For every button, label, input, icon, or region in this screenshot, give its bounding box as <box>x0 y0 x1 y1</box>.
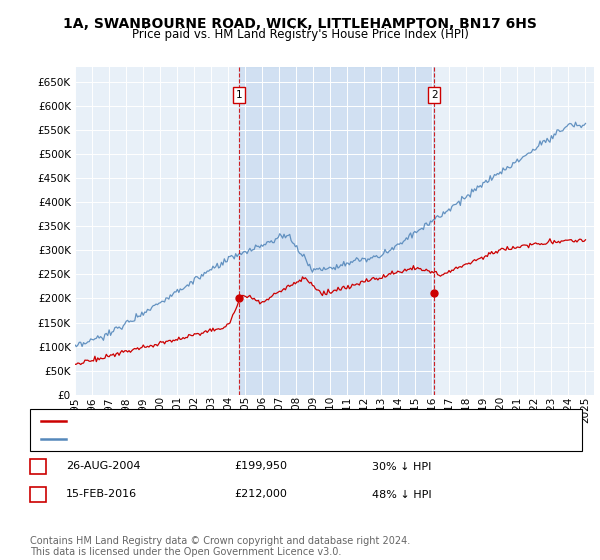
Text: 2: 2 <box>34 489 41 500</box>
Text: 30% ↓ HPI: 30% ↓ HPI <box>372 461 431 472</box>
Text: 48% ↓ HPI: 48% ↓ HPI <box>372 489 431 500</box>
Text: 15-FEB-2016: 15-FEB-2016 <box>66 489 137 500</box>
Text: 1A, SWANBOURNE ROAD, WICK, LITTLEHAMPTON, BN17 6HS (detached house): 1A, SWANBOURNE ROAD, WICK, LITTLEHAMPTON… <box>73 416 512 426</box>
Text: HPI: Average price, detached house, Arun: HPI: Average price, detached house, Arun <box>73 434 306 444</box>
Text: 1A, SWANBOURNE ROAD, WICK, LITTLEHAMPTON, BN17 6HS: 1A, SWANBOURNE ROAD, WICK, LITTLEHAMPTON… <box>63 17 537 31</box>
Text: £199,950: £199,950 <box>234 461 287 472</box>
Text: 1: 1 <box>34 461 41 472</box>
Text: 1: 1 <box>236 90 242 100</box>
Text: Price paid vs. HM Land Registry's House Price Index (HPI): Price paid vs. HM Land Registry's House … <box>131 28 469 41</box>
Text: Contains HM Land Registry data © Crown copyright and database right 2024.
This d: Contains HM Land Registry data © Crown c… <box>30 535 410 557</box>
Text: 2: 2 <box>431 90 437 100</box>
Text: £212,000: £212,000 <box>234 489 287 500</box>
Bar <box>239 67 434 395</box>
Text: 26-AUG-2004: 26-AUG-2004 <box>66 461 140 472</box>
